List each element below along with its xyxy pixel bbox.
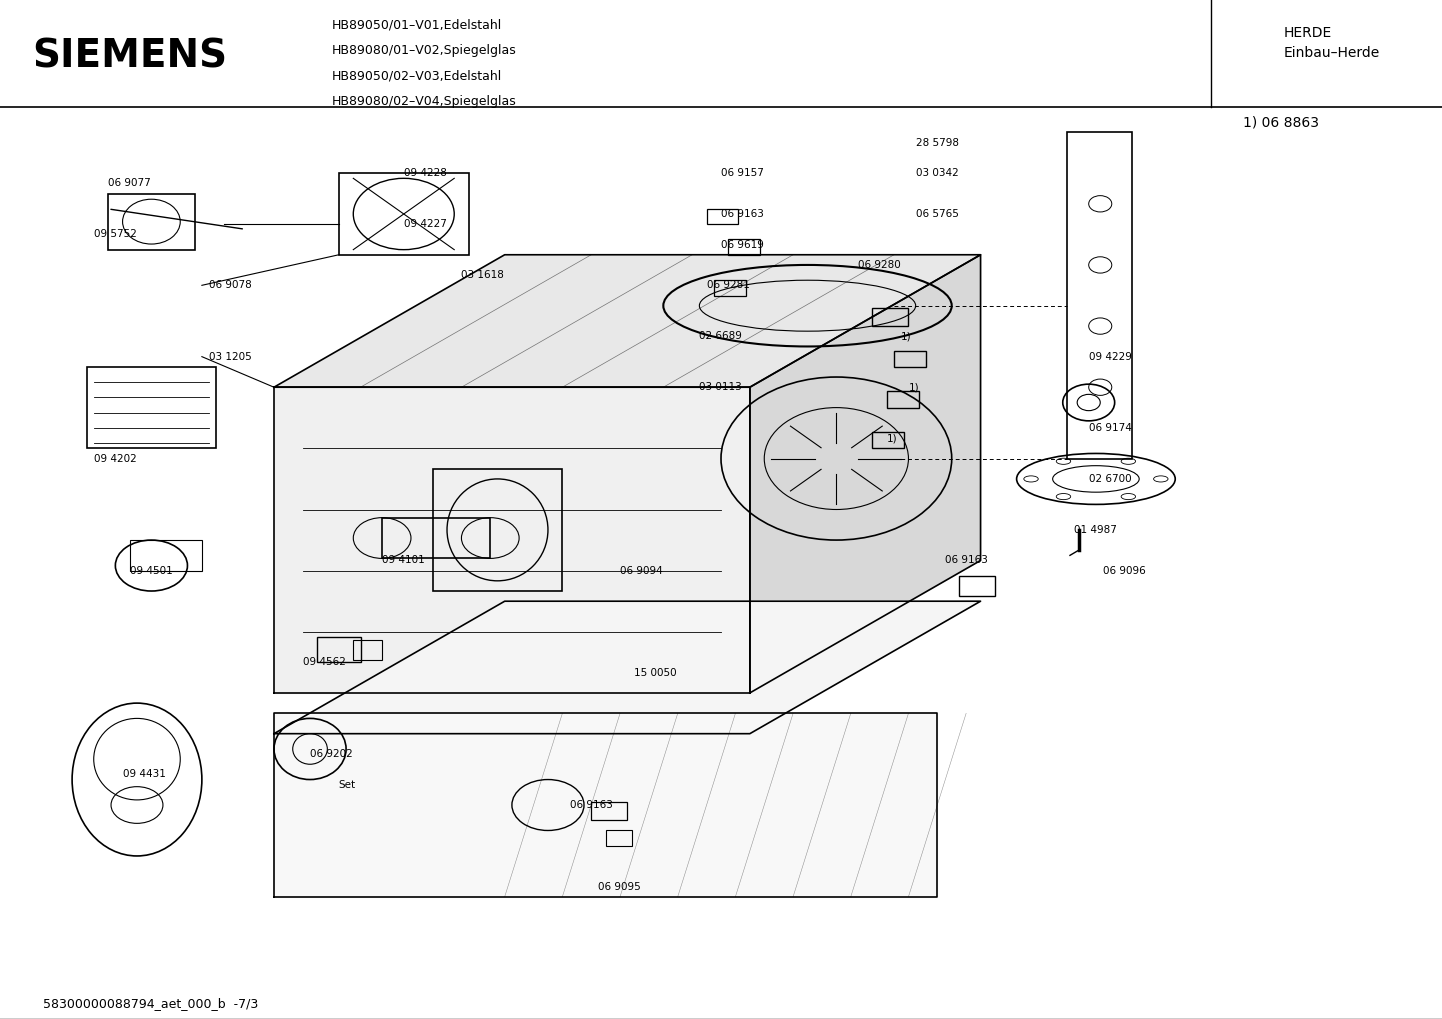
Text: 09 4562: 09 4562 (303, 657, 346, 667)
Bar (87, 367, 216, 448)
Text: 09 4501: 09 4501 (130, 566, 173, 576)
Bar (872, 308, 908, 326)
Text: 09 4202: 09 4202 (94, 453, 137, 464)
Bar (707, 209, 738, 224)
Text: 09 4229: 09 4229 (1089, 352, 1132, 362)
Text: 06 9095: 06 9095 (598, 881, 642, 892)
Text: 06 9163: 06 9163 (570, 800, 613, 810)
Bar (872, 432, 904, 448)
Text: 06 9163: 06 9163 (945, 555, 988, 566)
Bar (728, 239, 760, 255)
Text: 09 5752: 09 5752 (94, 229, 137, 239)
Text: 58300000088794_aet_000_b  -7/3: 58300000088794_aet_000_b -7/3 (43, 998, 258, 1010)
Text: HB89050/01–V01,Edelstahl: HB89050/01–V01,Edelstahl (332, 19, 502, 32)
Text: HB89080/01–V02,Spiegelglas: HB89080/01–V02,Spiegelglas (332, 45, 516, 57)
Text: Einbau–Herde: Einbau–Herde (1283, 46, 1380, 60)
Bar (130, 540, 202, 571)
Bar (606, 830, 632, 846)
Text: 02 6689: 02 6689 (699, 331, 743, 341)
Text: HB89080/02–V04,Spiegelglas: HB89080/02–V04,Spiegelglas (332, 96, 516, 108)
Text: Set: Set (339, 780, 356, 790)
Polygon shape (750, 255, 981, 693)
Text: 15 0050: 15 0050 (634, 667, 678, 678)
Text: 06 9077: 06 9077 (108, 178, 151, 189)
Bar (433, 469, 562, 591)
Polygon shape (274, 387, 750, 693)
Bar (108, 194, 195, 250)
Text: 09 4227: 09 4227 (404, 219, 447, 229)
Text: 06 9202: 06 9202 (310, 749, 353, 759)
Text: 09 4431: 09 4431 (123, 769, 166, 780)
Text: 09 4101: 09 4101 (382, 555, 425, 566)
Text: 1): 1) (887, 433, 897, 443)
Text: 01 4987: 01 4987 (1074, 525, 1118, 535)
Text: 1): 1) (901, 331, 911, 341)
Text: 03 1205: 03 1205 (209, 352, 252, 362)
Bar (591, 802, 627, 820)
Text: SIEMENS: SIEMENS (32, 37, 228, 75)
Polygon shape (274, 713, 937, 897)
Text: 1) 06 8863: 1) 06 8863 (1243, 115, 1319, 129)
Bar (894, 351, 926, 367)
Bar (1067, 132, 1132, 459)
Text: 06 9078: 06 9078 (209, 280, 252, 290)
Text: 06 9174: 06 9174 (1089, 423, 1132, 433)
Text: HB89050/02–V03,Edelstahl: HB89050/02–V03,Edelstahl (332, 70, 502, 83)
Text: 09 4228: 09 4228 (404, 168, 447, 178)
Text: 03 1618: 03 1618 (461, 270, 505, 280)
Bar (887, 391, 919, 408)
Text: 03 0342: 03 0342 (916, 168, 959, 178)
Text: 06 9163: 06 9163 (721, 209, 764, 219)
Text: 06 9619: 06 9619 (721, 239, 764, 250)
Text: 1): 1) (908, 382, 919, 392)
Text: 02 6700: 02 6700 (1089, 474, 1132, 484)
Text: 06 5765: 06 5765 (916, 209, 959, 219)
Text: 06 9094: 06 9094 (620, 566, 663, 576)
Text: 03 0113: 03 0113 (699, 382, 743, 392)
Bar (353, 640, 382, 660)
Bar (714, 280, 746, 296)
Polygon shape (274, 255, 981, 387)
Bar (382, 518, 490, 558)
Text: 06 9096: 06 9096 (1103, 566, 1146, 576)
Text: HERDE: HERDE (1283, 25, 1331, 40)
Text: 06 9280: 06 9280 (858, 260, 901, 270)
Polygon shape (274, 601, 981, 734)
Bar (959, 576, 995, 596)
Text: 06 9281: 06 9281 (707, 280, 750, 290)
Bar (317, 637, 360, 662)
Bar (339, 173, 469, 255)
Text: 28 5798: 28 5798 (916, 138, 959, 148)
Text: 06 9157: 06 9157 (721, 168, 764, 178)
